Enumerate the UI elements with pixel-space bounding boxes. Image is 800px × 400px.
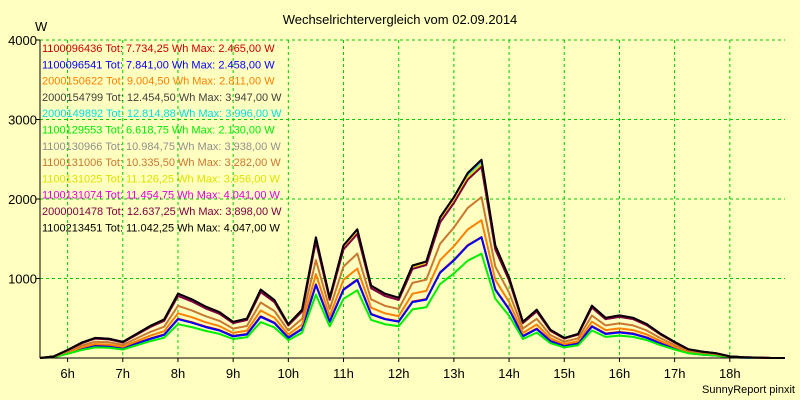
x-tick-label: 16h: [609, 366, 631, 381]
axes: [36, 39, 785, 362]
legend-entry-1: 1100096436 Tot: 7.734,25 Wh Max: 2.465,0…: [42, 43, 275, 55]
x-tick-label: 12h: [388, 366, 410, 381]
series-line-12: [39, 158, 785, 359]
series-layer: [39, 158, 785, 359]
legend-entry-11: 2000001478 Tot: 12.637,25 Wh Max: 3.898,…: [42, 206, 282, 218]
tick-labels: 1000 2000 3000 4000 6h 7h 8h 9h 10h 11h 12h 13h 14h 1…: [8, 33, 741, 381]
x-tick-label: 11h: [333, 366, 354, 381]
legend: 1100096436 Tot: 7.734,25 Wh Max: 2.465,0…: [42, 43, 282, 234]
legend-entry-5: 2000149892 Tot: 12.814,88 Wh Max: 3.996,…: [42, 108, 282, 120]
chart-title: Wechselrichtervergleich vom 02.09.2014: [283, 12, 518, 27]
x-tick-label: 14h: [498, 366, 520, 381]
y-axis-unit-label: W: [35, 19, 48, 34]
legend-entry-9: 1100131025 Tot: 11.126,25 Wh Max: 3.956,…: [42, 173, 281, 185]
x-tick-label: 13h: [443, 366, 465, 381]
series-line-2: [39, 236, 785, 359]
x-tick-label: 8h: [171, 366, 185, 381]
legend-entry-10: 1100131074 Tot: 11.454,75 Wh Max: 4.041,…: [42, 190, 281, 202]
x-tick-label: 17h: [664, 366, 686, 381]
x-tick-label: 10h: [277, 366, 299, 381]
legend-entry-7: 1100130966 Tot: 10.984,75 Wh Max: 3.938,…: [42, 141, 281, 153]
y-tick-label: 2000: [8, 192, 37, 207]
legend-entry-3: 2000150622 Tot: 9.004,50 Wh Max: 2.811,0…: [42, 76, 275, 88]
series-line-3: [39, 219, 785, 359]
x-tick-label: 7h: [116, 366, 130, 381]
grid-lines: [40, 39, 785, 358]
y-tick-label: 1000: [8, 272, 37, 287]
series-line-8: [39, 196, 785, 359]
legend-entry-12: 1100213451 Tot: 11.042,25 Wh Max: 4.047,…: [42, 222, 281, 234]
legend-entry-6: 1100129553 Tot: 6.618,75 Wh Max: 2.130,0…: [42, 125, 275, 137]
y-tick-label: 3000: [8, 113, 37, 128]
x-tick-label: 6h: [60, 366, 74, 381]
x-tick-label: 9h: [226, 366, 240, 381]
y-tick-label: 4000: [8, 33, 37, 48]
footer-credit: SunnyReport pinxit: [702, 384, 795, 396]
legend-entry-8: 1100131006 Tot: 10.335,50 Wh Max: 3.282,…: [42, 157, 281, 169]
x-tick-label: 15h: [553, 366, 575, 381]
legend-entry-4: 2000154799 Tot: 12.454,50 Wh Max: 3.947,…: [42, 92, 282, 104]
legend-entry-2: 1100096541 Tot: 7.841,00 Wh Max: 2.458,0…: [42, 59, 275, 71]
series-line-6: [39, 252, 785, 359]
x-tick-label: 18h: [719, 366, 741, 381]
